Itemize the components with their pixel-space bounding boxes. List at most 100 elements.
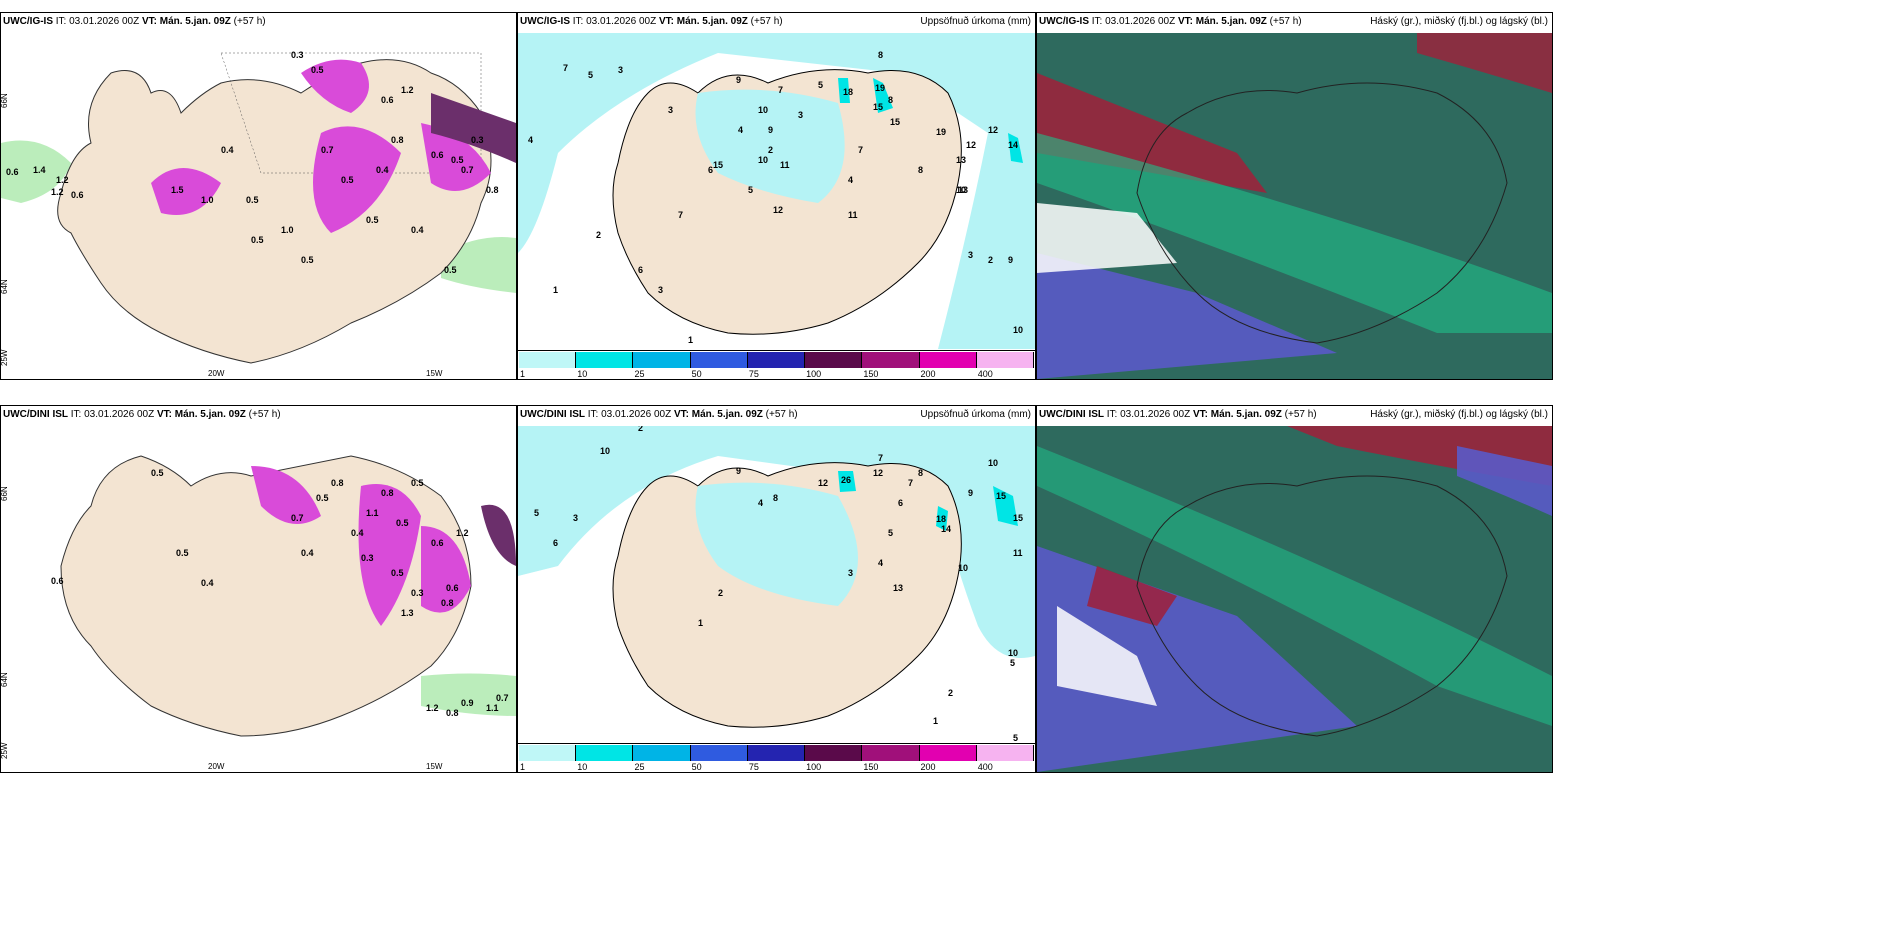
- iceland-outline: [1136, 82, 1508, 344]
- precip-high-3: [1008, 133, 1023, 163]
- cbar-tick: 75: [748, 369, 759, 379]
- cloud-green-band: [1037, 133, 1552, 333]
- svg-text:3: 3: [848, 568, 853, 578]
- cbar-tick: 25: [634, 369, 645, 379]
- svg-text:0.4: 0.4: [201, 578, 214, 588]
- svg-text:0.3: 0.3: [361, 553, 374, 563]
- cbar-seg: [576, 352, 634, 368]
- svg-text:0.3: 0.3: [471, 135, 484, 145]
- cloud-title: Háský (gr.), miðský (fj.bl.) og lágský (…: [1370, 16, 1548, 27]
- panel-bottom-left-wind: UWC/DINI ISL IT: 03.01.2026 00Z VT: Mán.…: [0, 405, 517, 773]
- cbar-seg: [519, 745, 577, 761]
- svg-text:0.4: 0.4: [376, 165, 389, 175]
- pink-band-3: [313, 126, 401, 233]
- svg-text:3: 3: [658, 285, 663, 295]
- svg-text:0.5: 0.5: [366, 215, 379, 225]
- wind-map: 0.6 0.5 0.8 0.5 0.4 1.1 0.8 0.5 0.7 0.3 …: [1, 426, 516, 772]
- svg-text:6: 6: [553, 538, 558, 548]
- svg-text:10: 10: [600, 446, 610, 456]
- svg-text:0.8: 0.8: [441, 598, 454, 608]
- svg-text:15W: 15W: [426, 369, 443, 378]
- svg-text:13: 13: [958, 185, 968, 195]
- pink-band-2: [151, 168, 221, 215]
- pink-band-2: [358, 484, 421, 626]
- iceland-outline: [1136, 475, 1508, 737]
- precip-high-3: [936, 506, 948, 531]
- svg-text:10: 10: [988, 458, 998, 468]
- svg-text:19: 19: [875, 83, 885, 93]
- precip-map: 7 5 3 9 4 10 7 3 8 5 3 4 2 9 10 11 7 8 1…: [518, 33, 1035, 349]
- panel-title: UWC/IG-IS IT: 03.01.2026 00Z VT: Mán. 5.…: [1039, 16, 1302, 27]
- cloud-red-top: [1417, 33, 1552, 93]
- cbar-seg: [747, 352, 806, 368]
- svg-text:5: 5: [534, 508, 539, 518]
- svg-text:8: 8: [878, 50, 883, 60]
- svg-text:1.0: 1.0: [201, 195, 214, 205]
- cloud-blue-band: [1037, 253, 1337, 379]
- svg-text:12: 12: [966, 140, 976, 150]
- svg-text:0.8: 0.8: [381, 488, 394, 498]
- cbar-tick: 1: [520, 369, 526, 379]
- svg-text:4: 4: [878, 558, 883, 568]
- cbar-seg: [976, 745, 1034, 761]
- cbar-tick: 10: [577, 369, 588, 379]
- cbar-tick: 100: [806, 762, 822, 772]
- svg-text:0.5: 0.5: [391, 568, 404, 578]
- cbar-seg: [633, 352, 691, 368]
- precip-blob: [695, 89, 845, 203]
- cbar-seg: [862, 352, 920, 368]
- svg-text:3: 3: [668, 105, 673, 115]
- panel-bottom-right-cloud: UWC/DINI ISL IT: 03.01.2026 00Z VT: Mán.…: [1036, 405, 1553, 773]
- panel-title: UWC/DINI ISL IT: 03.01.2026 00Z VT: Mán.…: [1039, 409, 1317, 420]
- svg-text:0.3: 0.3: [291, 50, 304, 60]
- cloud-map: [1037, 33, 1552, 379]
- svg-text:1.0: 1.0: [281, 225, 294, 235]
- svg-text:4: 4: [738, 125, 743, 135]
- svg-text:1: 1: [688, 335, 693, 345]
- svg-text:2: 2: [988, 255, 993, 265]
- cbar-tick: 25: [634, 762, 645, 772]
- cloud-white: [1037, 203, 1177, 273]
- svg-text:0.7: 0.7: [496, 693, 509, 703]
- svg-text:0.4: 0.4: [351, 528, 364, 538]
- cbar-seg: [919, 745, 977, 761]
- svg-text:3: 3: [968, 250, 973, 260]
- svg-text:0.8: 0.8: [486, 185, 499, 195]
- svg-text:0.4: 0.4: [301, 548, 314, 558]
- pink-band-3: [421, 526, 471, 613]
- svg-text:2: 2: [768, 145, 773, 155]
- svg-text:0.3: 0.3: [411, 588, 424, 598]
- svg-text:11: 11: [1013, 548, 1023, 558]
- svg-text:8: 8: [773, 493, 778, 503]
- cbar-tick: 75: [748, 762, 759, 772]
- svg-text:0.5: 0.5: [341, 175, 354, 185]
- cbar-seg: [805, 352, 863, 368]
- sea-light: [518, 33, 1035, 349]
- precip-title: Uppsöfnuð úrkoma (mm): [920, 16, 1031, 27]
- cloud-title: Háský (gr.), miðský (fj.bl.) og lágský (…: [1370, 409, 1548, 420]
- svg-text:0.6: 0.6: [6, 167, 19, 177]
- svg-text:12: 12: [873, 468, 883, 478]
- cbar-seg: [976, 352, 1034, 368]
- svg-text:26: 26: [841, 475, 851, 485]
- pink-band-1: [301, 59, 369, 113]
- cbar-seg: [633, 745, 691, 761]
- svg-text:4: 4: [528, 135, 533, 145]
- panel-title: UWC/DINI ISL IT: 03.01.2026 00Z VT: Mán.…: [520, 409, 798, 420]
- svg-text:1.2: 1.2: [456, 528, 469, 538]
- svg-text:0.5: 0.5: [451, 155, 464, 165]
- svg-text:0.7: 0.7: [291, 513, 304, 523]
- svg-text:0.6: 0.6: [71, 190, 84, 200]
- svg-text:0.5: 0.5: [444, 265, 457, 275]
- cbar-tick: 100: [806, 369, 822, 379]
- svg-text:20W: 20W: [208, 369, 225, 378]
- svg-text:15W: 15W: [426, 762, 443, 771]
- svg-text:10: 10: [758, 155, 768, 165]
- pink-band-4: [421, 123, 491, 191]
- panel-bottom-middle-precip: UWC/DINI ISL IT: 03.01.2026 00Z VT: Mán.…: [517, 405, 1036, 773]
- cbar-tick: 200: [920, 369, 936, 379]
- svg-text:15: 15: [890, 117, 900, 127]
- precip-high-2: [993, 486, 1018, 526]
- svg-text:9: 9: [736, 75, 741, 85]
- cbar-tick: 1: [520, 762, 526, 772]
